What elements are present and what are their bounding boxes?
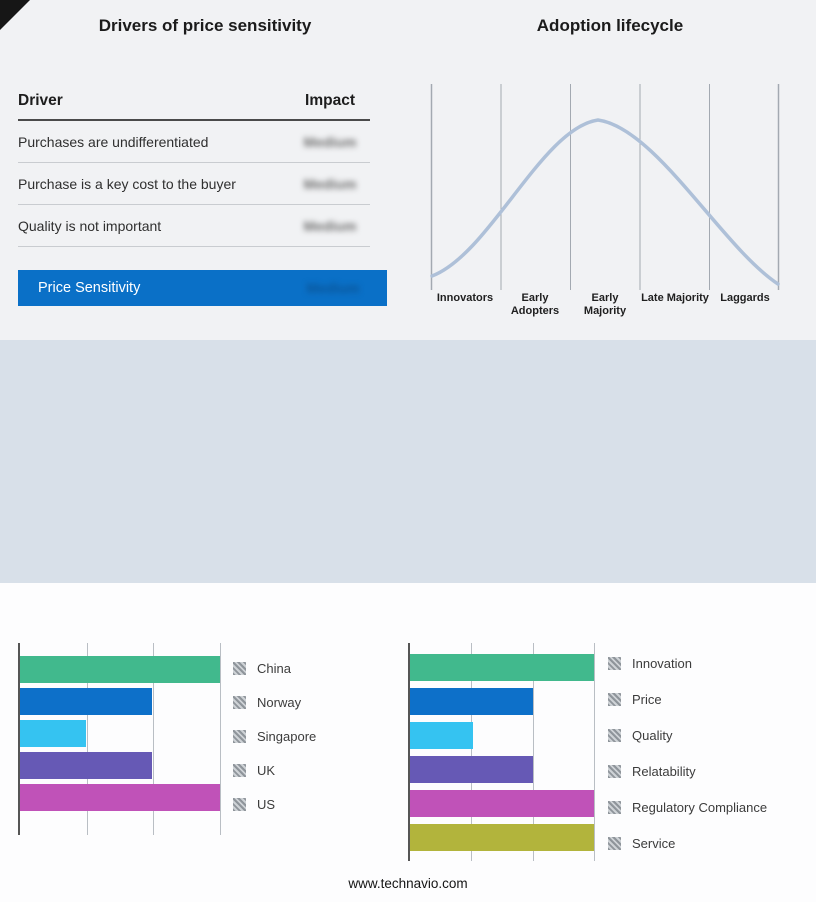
price-sensitivity-row: Price Sensitivity Medium <box>18 270 387 306</box>
bar-uk <box>20 752 152 779</box>
legend-label: Service <box>632 836 676 851</box>
legend-item: Singapore <box>233 729 316 744</box>
gridline <box>86 643 88 835</box>
lifecycle-title: Adoption lifecycle <box>536 16 684 35</box>
bar-us <box>20 784 220 811</box>
legend-item: Quality <box>608 728 767 743</box>
gridline <box>471 643 473 861</box>
legend-swatch-icon <box>608 801 621 814</box>
legend-swatch-icon <box>233 798 246 811</box>
legend-label: Innovation <box>632 656 692 671</box>
stage-label: Laggards <box>720 292 770 304</box>
driver-column-header: Driver <box>18 92 63 109</box>
legend-item: UK <box>233 763 316 778</box>
legend-swatch-icon <box>608 693 621 706</box>
driver-row: Purchases are undifferentiated Medium <box>18 121 370 163</box>
adoption-rates-legend: China Norway Singapore UK US <box>233 661 316 831</box>
legend-item: Norway <box>233 695 316 710</box>
gridline <box>153 643 155 835</box>
gridline <box>220 643 221 835</box>
driver-label: Purchase is a key cost to the buyer <box>18 175 236 192</box>
driver-label: Purchases are undifferentiated <box>18 133 209 150</box>
legend-item: Regulatory Compliance <box>608 800 767 815</box>
stage-label: Early Majority <box>583 292 627 318</box>
driver-row: Purchase is a key cost to the buyer Medi… <box>18 163 370 205</box>
legend-label: Price <box>632 692 662 707</box>
stage-label: Early Adopters <box>510 292 560 318</box>
legend-label: US <box>257 797 276 812</box>
driver-row: Quality is not important Medium <box>18 205 370 247</box>
gridline <box>594 643 595 861</box>
impact-value: Medium <box>303 175 357 192</box>
drivers-table-header: Driver Impact <box>18 92 370 121</box>
drivers-title: Drivers of price sensitivity <box>98 16 312 35</box>
gridline <box>532 643 534 861</box>
website-footer: www.technavio.com <box>348 876 468 891</box>
legend-item: US <box>233 797 316 812</box>
purchase-basket-section: Importance in the customer purchase bask… <box>0 340 816 893</box>
bar-relatability <box>410 756 534 783</box>
legend-swatch-icon <box>233 730 246 743</box>
stage-label: Innovators <box>436 292 494 304</box>
bar-norway <box>20 688 152 715</box>
driver-label: Quality is not important <box>18 217 162 234</box>
impact-value: Medium <box>303 133 357 150</box>
legend-label: China <box>257 661 291 676</box>
legend-item: Relatability <box>608 764 767 779</box>
bar-singapore <box>20 720 86 747</box>
impact-value: Medium <box>303 217 357 234</box>
legend-swatch-icon <box>608 657 621 670</box>
legend-item: China <box>233 661 316 676</box>
legend-swatch-icon <box>233 696 246 709</box>
legend-item: Service <box>608 836 767 851</box>
legend-label: Singapore <box>257 729 317 744</box>
lifecycle-curve-svg <box>430 84 780 290</box>
legend-swatch-icon <box>233 662 246 675</box>
legend-label: Relatability <box>632 764 696 779</box>
legend-label: Regulatory Compliance <box>632 800 768 815</box>
key-criteria-plot <box>408 643 595 861</box>
legend-swatch-icon <box>608 765 621 778</box>
impact-value: Medium <box>306 280 360 296</box>
drivers-table: Driver Impact Purchases are undifferenti… <box>18 92 370 247</box>
adoption-lifecycle-chart <box>430 84 780 290</box>
legend-swatch-icon <box>608 729 621 742</box>
adoption-rates-plot <box>18 643 221 835</box>
top-section: Drivers of price sensitivity Adoption li… <box>0 0 816 340</box>
legend-label: Quality <box>632 728 673 743</box>
legend-swatch-icon <box>608 837 621 850</box>
legend-label: Norway <box>257 695 302 710</box>
legend-item: Price <box>608 692 767 707</box>
impact-column-header: Impact <box>305 92 355 109</box>
legend-label: UK <box>257 763 276 778</box>
adoption-curve-path <box>430 118 780 286</box>
lifecycle-stage-labels: Innovators Early Adopters Early Majority… <box>430 292 780 318</box>
bar-innovation <box>410 654 594 681</box>
bar-china <box>20 656 220 683</box>
stage-label: Late Majority <box>641 292 709 304</box>
price-sensitivity-label: Price Sensitivity <box>38 280 141 296</box>
legend-swatch-icon <box>233 764 246 777</box>
corner-accent <box>0 0 30 30</box>
key-criteria-legend: Innovation Price Quality Relatability Re… <box>608 656 767 872</box>
bar-service <box>410 824 594 851</box>
legend-item: Innovation <box>608 656 767 671</box>
bar-regulatory-compliance <box>410 790 594 817</box>
bar-price <box>410 688 534 715</box>
bar-quality <box>410 722 473 749</box>
